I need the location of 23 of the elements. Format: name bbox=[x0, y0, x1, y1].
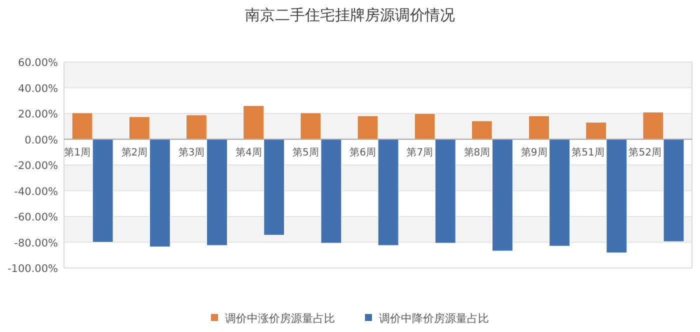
legend-label: 调价中降价房源量占比 bbox=[379, 312, 489, 325]
x-tick-label: 第7周 bbox=[406, 146, 434, 158]
legend-label: 调价中涨价房源量占比 bbox=[225, 312, 335, 325]
y-tick-label: -20.00% bbox=[14, 160, 58, 172]
x-tick-label: 第52周 bbox=[628, 146, 662, 158]
x-tick-label: 第6周 bbox=[350, 146, 376, 158]
y-tick-label: -100.00% bbox=[7, 263, 58, 275]
y-tick-label: -40.00% bbox=[14, 186, 58, 198]
x-tick-label: 第5周 bbox=[292, 146, 319, 158]
x-tick-label: 第3周 bbox=[178, 146, 205, 158]
y-tick-label: 20.00% bbox=[18, 108, 58, 120]
y-tick-label: 0.00% bbox=[24, 134, 58, 146]
x-tick-label: 第9周 bbox=[520, 146, 548, 158]
x-tick-label: 第2周 bbox=[121, 146, 148, 158]
x-tick-label: 第1周 bbox=[64, 146, 91, 158]
chart-title: 南京二手住宅挂牌房源调价情况 bbox=[245, 6, 455, 24]
x-tick-label: 第8周 bbox=[464, 146, 490, 158]
x-tick-label: 第51周 bbox=[572, 146, 604, 158]
x-tick-label: 第4周 bbox=[235, 146, 262, 158]
y-tick-label: 60.00% bbox=[18, 57, 58, 69]
y-tick-label: -80.00% bbox=[14, 237, 58, 250]
y-tick-label: -60.00% bbox=[14, 212, 58, 224]
y-tick-label: 40.00% bbox=[18, 82, 58, 95]
